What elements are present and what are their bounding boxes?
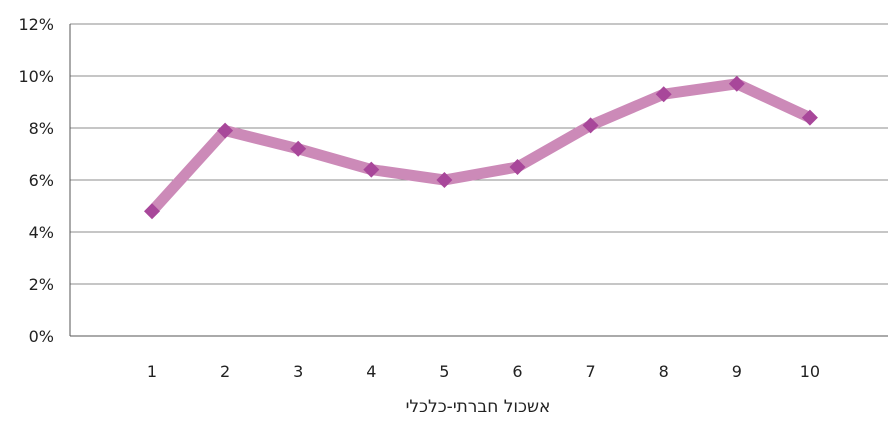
x-tick-label: 2: [220, 362, 230, 381]
y-tick-label: 8%: [29, 119, 54, 138]
y-tick-label: 0%: [29, 327, 54, 346]
x-tick-label: 3: [293, 362, 303, 381]
x-axis-label: אשכול חברתי-כלכלי: [406, 397, 551, 417]
x-axis-ticks: 1 2 3 4 5 6 7 8 9 10: [147, 362, 820, 381]
x-tick-label: 8: [659, 362, 669, 381]
series-line: [152, 84, 810, 211]
x-tick-label: 1: [147, 362, 157, 381]
series: [144, 76, 818, 219]
y-tick-label: 2%: [29, 275, 54, 294]
y-axis-ticks: 0% 2% 4% 6% 8% 10% 12%: [18, 15, 54, 346]
x-tick-label: 9: [732, 362, 742, 381]
x-tick-label: 4: [366, 362, 376, 381]
x-tick-label: 10: [800, 362, 820, 381]
y-tick-label: 10%: [18, 67, 54, 86]
x-tick-label: 7: [586, 362, 596, 381]
y-tick-label: 6%: [29, 171, 54, 190]
gridlines: [70, 24, 888, 336]
x-tick-label: 5: [439, 362, 449, 381]
y-tick-label: 12%: [18, 15, 54, 34]
y-tick-label: 4%: [29, 223, 54, 242]
x-tick-label: 6: [512, 362, 522, 381]
